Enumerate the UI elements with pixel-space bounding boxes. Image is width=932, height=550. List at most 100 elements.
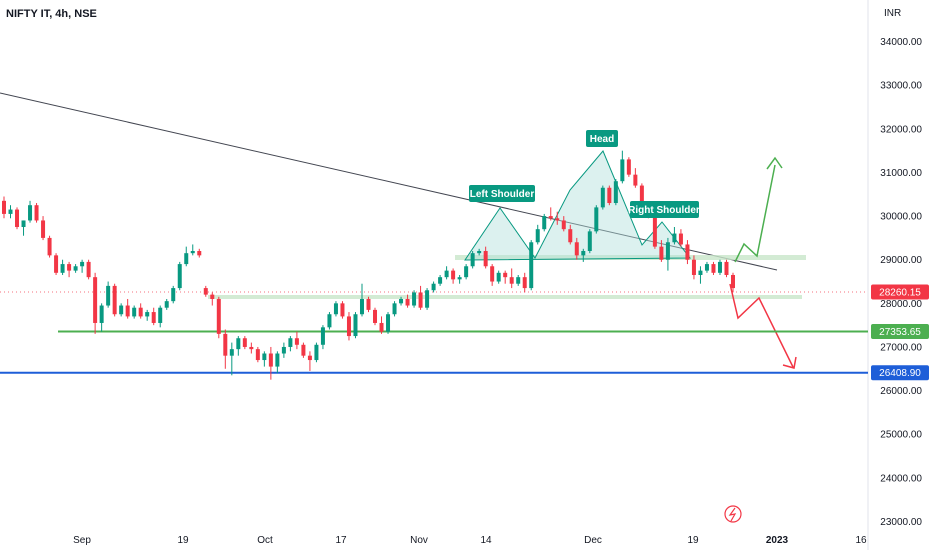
candle[interactable]: [444, 266, 449, 280]
candle[interactable]: [73, 264, 78, 273]
neckline-band[interactable]: [455, 255, 806, 260]
candle[interactable]: [659, 240, 664, 262]
candle[interactable]: [268, 346, 273, 380]
candle[interactable]: [145, 309, 150, 321]
candle[interactable]: [561, 216, 566, 232]
candle[interactable]: [184, 246, 189, 267]
candle[interactable]: [652, 213, 657, 249]
candle[interactable]: [470, 250, 475, 269]
candle[interactable]: [425, 288, 430, 310]
x-axis[interactable]: Sep 19 Oct 17 Nov 14 Dec 19 2023 16: [73, 535, 867, 546]
candle[interactable]: [529, 240, 534, 291]
candle[interactable]: [236, 336, 241, 356]
candle[interactable]: [99, 303, 104, 332]
candle[interactable]: [80, 259, 85, 273]
candle[interactable]: [229, 342, 234, 376]
candle[interactable]: [626, 157, 631, 177]
candle[interactable]: [346, 312, 351, 341]
descending-trendline[interactable]: [0, 92, 778, 271]
candle[interactable]: [301, 342, 306, 358]
candle[interactable]: [438, 274, 443, 286]
candle[interactable]: [106, 281, 111, 308]
candle[interactable]: [477, 248, 482, 256]
candle[interactable]: [151, 307, 156, 326]
candle[interactable]: [177, 261, 182, 291]
candle[interactable]: [724, 259, 729, 278]
candle[interactable]: [67, 261, 72, 278]
drawings-layer[interactable]: [0, 92, 806, 369]
candle[interactable]: [373, 307, 378, 326]
candle[interactable]: [451, 268, 456, 284]
candle[interactable]: [418, 285, 423, 310]
candle[interactable]: [555, 211, 560, 225]
candle[interactable]: [314, 342, 319, 363]
flash-icon[interactable]: [724, 505, 742, 523]
candle[interactable]: [190, 244, 195, 256]
bullish-scenario-arrow[interactable]: [734, 164, 776, 263]
y-axis[interactable]: 23000.00 24000.00 25000.00 26000.00 27000.00…: [880, 37, 922, 528]
candle[interactable]: [333, 301, 338, 317]
candle[interactable]: [119, 303, 124, 317]
candle[interactable]: [138, 303, 143, 319]
candle[interactable]: [620, 150, 625, 184]
candle[interactable]: [613, 179, 618, 206]
candle[interactable]: [379, 316, 384, 334]
candle[interactable]: [685, 240, 690, 265]
candle[interactable]: [249, 342, 254, 354]
candle[interactable]: [386, 312, 391, 334]
candle[interactable]: [594, 205, 599, 234]
candle[interactable]: [41, 216, 46, 241]
candle[interactable]: [405, 294, 410, 308]
candle[interactable]: [600, 185, 605, 210]
candle[interactable]: [542, 213, 547, 232]
candle[interactable]: [503, 270, 508, 284]
candle[interactable]: [86, 259, 91, 280]
candle[interactable]: [522, 272, 527, 293]
candle[interactable]: [457, 274, 462, 284]
candle[interactable]: [158, 305, 163, 328]
candle[interactable]: [672, 227, 677, 245]
candle[interactable]: [28, 200, 33, 223]
candle[interactable]: [203, 285, 208, 297]
candle[interactable]: [34, 203, 39, 223]
candle[interactable]: [15, 207, 20, 230]
candles[interactable]: [2, 150, 735, 380]
candle[interactable]: [587, 229, 592, 254]
candle[interactable]: [262, 351, 267, 367]
candle[interactable]: [399, 296, 404, 306]
candle[interactable]: [691, 255, 696, 280]
candle[interactable]: [464, 264, 469, 280]
left-shoulder-badge[interactable]: Left Shoulder: [469, 185, 535, 202]
candle[interactable]: [490, 264, 495, 286]
candle[interactable]: [288, 336, 293, 352]
candle[interactable]: [496, 270, 501, 284]
candle[interactable]: [717, 259, 722, 275]
candle[interactable]: [548, 207, 553, 221]
candle[interactable]: [607, 185, 612, 206]
candle[interactable]: [431, 281, 436, 293]
support-zone-band[interactable]: [208, 295, 802, 299]
candle[interactable]: [164, 298, 169, 310]
candle[interactable]: [483, 246, 488, 269]
candle[interactable]: [535, 224, 540, 245]
candle[interactable]: [47, 235, 52, 258]
candle[interactable]: [704, 261, 709, 273]
candle[interactable]: [516, 274, 521, 286]
candle[interactable]: [197, 248, 202, 258]
candle[interactable]: [392, 301, 397, 317]
candle[interactable]: [359, 283, 364, 317]
candle[interactable]: [2, 196, 6, 219]
candle[interactable]: [353, 312, 358, 339]
candle[interactable]: [711, 261, 716, 275]
candle[interactable]: [210, 292, 215, 306]
candle[interactable]: [242, 336, 247, 350]
candle[interactable]: [216, 296, 221, 339]
candle[interactable]: [320, 325, 325, 350]
candle[interactable]: [125, 298, 130, 319]
candle[interactable]: [255, 346, 260, 363]
candle[interactable]: [54, 253, 59, 275]
candle[interactable]: [294, 331, 299, 350]
candle[interactable]: [340, 301, 345, 319]
candle[interactable]: [574, 237, 579, 260]
